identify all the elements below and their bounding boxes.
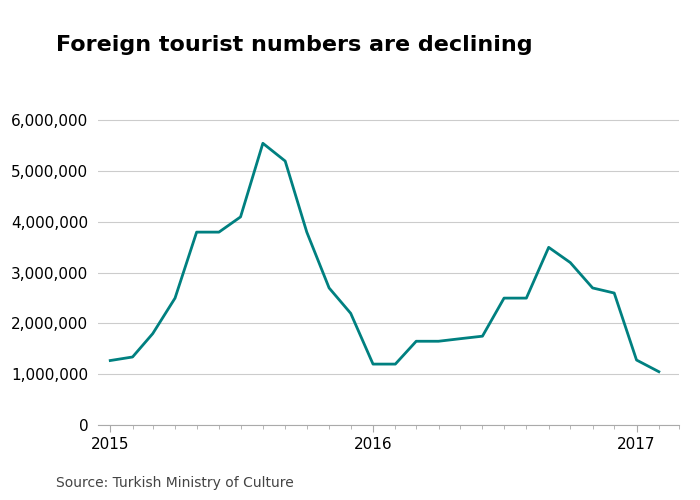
Text: Foreign tourist numbers are declining: Foreign tourist numbers are declining (56, 35, 533, 55)
Text: Source: Turkish Ministry of Culture: Source: Turkish Ministry of Culture (56, 476, 294, 490)
